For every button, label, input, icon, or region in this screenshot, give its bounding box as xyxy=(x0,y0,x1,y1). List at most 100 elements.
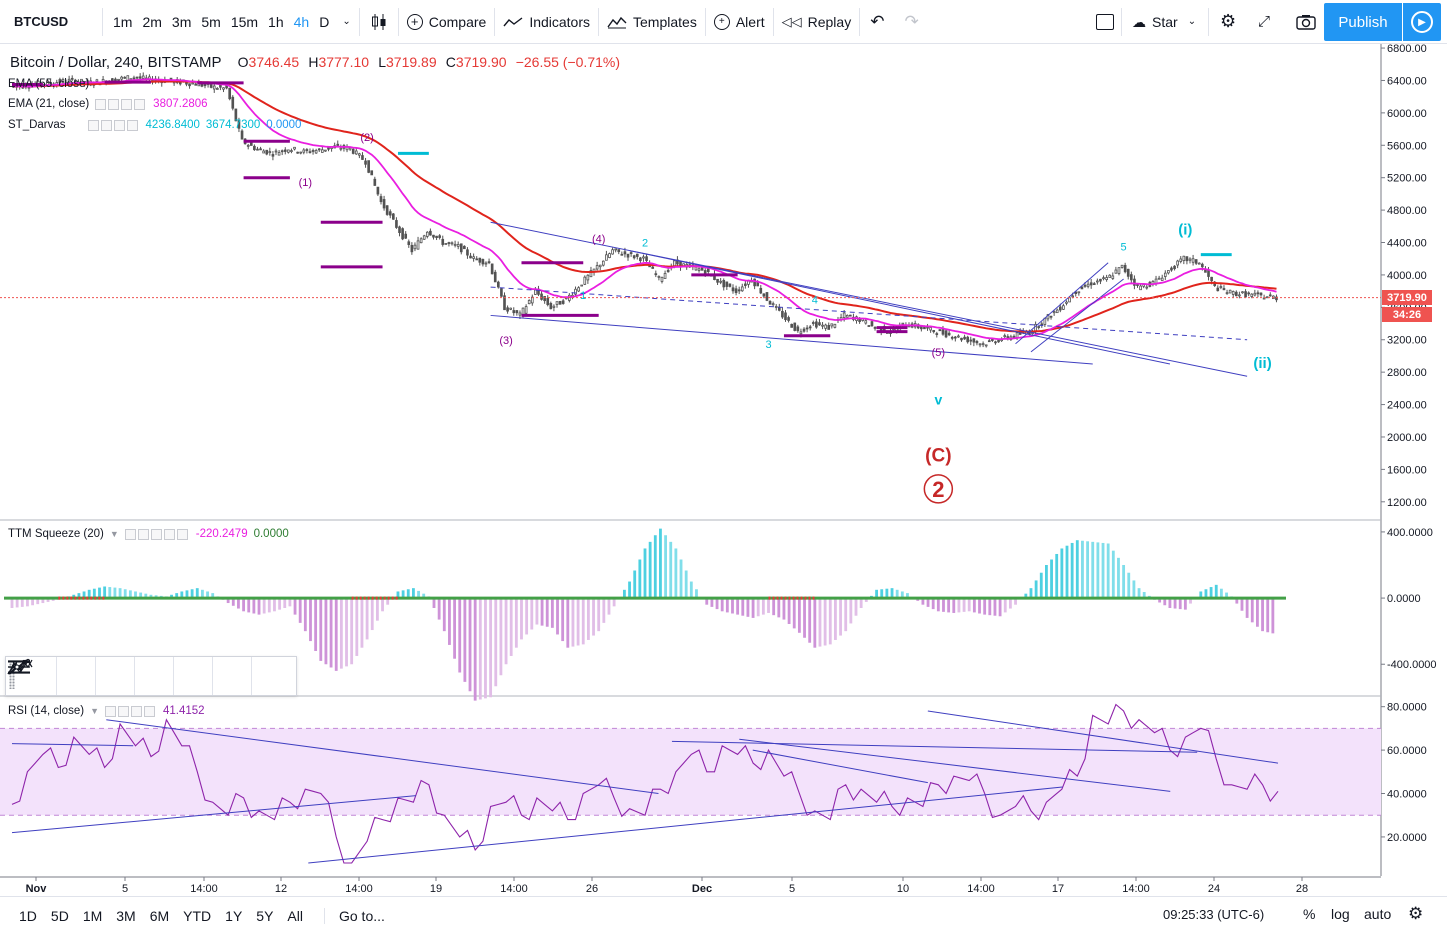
tool-path[interactable] xyxy=(8,657,252,695)
eye-icon[interactable] xyxy=(124,528,136,540)
range-5y[interactable]: 5Y xyxy=(256,907,274,924)
close-icon[interactable] xyxy=(126,119,138,131)
tool-elliott-impulse[interactable] xyxy=(7,657,96,695)
chart-area[interactable]: 6800.00 6400.00 6000.00 5600.00 5200.00 4800.… xyxy=(0,44,1447,896)
compare-button[interactable]: + Compare xyxy=(399,0,495,44)
ema55-legend[interactable]: EMA (55, close) xyxy=(8,78,95,90)
candle-body xyxy=(1117,267,1121,274)
undo-button[interactable]: ↶ xyxy=(860,0,894,44)
range-5d[interactable]: 5D xyxy=(50,907,69,924)
close-value: C3719.90 xyxy=(445,54,507,70)
interval-5m[interactable]: 5m xyxy=(201,13,221,30)
top-toolbar: BTCUSD 1m 2m 3m 5m 15m 1h 4h D ⌄ + Compare Indi… xyxy=(0,0,1447,44)
tool-fib[interactable] xyxy=(8,657,213,695)
settings-button[interactable]: ⚙ xyxy=(1212,0,1244,44)
candle-body xyxy=(435,235,438,238)
redo-button[interactable]: ↷ xyxy=(894,0,928,44)
range-all[interactable]: All xyxy=(287,907,303,924)
darvas-name: ST_Darvas xyxy=(8,119,66,131)
drawing-toolbar xyxy=(5,656,297,696)
candle-body xyxy=(302,149,306,153)
percent-toggle[interactable]: % xyxy=(1303,906,1316,922)
tool-horizontal-ray[interactable] xyxy=(8,657,291,695)
close-icon[interactable] xyxy=(134,98,146,110)
symbol-search[interactable]: BTCUSD xyxy=(14,14,69,29)
candle-body xyxy=(1163,272,1167,277)
interval-4h[interactable]: 4h xyxy=(293,13,310,30)
wave-circle xyxy=(923,474,954,504)
log-toggle[interactable]: log xyxy=(1331,906,1350,922)
darvas-legend[interactable]: ST_Darvas 4236.8400 3674.7300 0.0000 xyxy=(8,119,301,131)
candle-body xyxy=(1268,294,1272,297)
interval-3m[interactable]: 3m xyxy=(171,13,192,30)
more-icon[interactable] xyxy=(121,98,133,110)
chart-canvas[interactable]: 6800.00 6400.00 6000.00 5600.00 5200.00 4800.… xyxy=(0,44,1447,896)
fullscreen-button[interactable]: ⤢ xyxy=(1250,0,1278,44)
gear-icon[interactable] xyxy=(137,528,149,540)
ema21-value: 3807.2806 xyxy=(153,98,208,110)
rsi-legend[interactable]: RSI (14, close) ▼ 41.4152 xyxy=(8,705,205,717)
darvas-value-3: 0.0000 xyxy=(266,119,302,131)
close-icon[interactable] xyxy=(176,528,188,540)
wave-label: 1 xyxy=(580,290,586,302)
candle-body xyxy=(308,151,312,154)
tool-trendline[interactable] xyxy=(8,657,174,695)
eye-icon[interactable] xyxy=(95,98,107,110)
candle-body xyxy=(456,244,460,247)
range-6m[interactable]: 6M xyxy=(149,907,170,924)
alert-button[interactable]: + Alert xyxy=(706,0,773,44)
range-1d[interactable]: 1D xyxy=(19,907,37,924)
candle-body xyxy=(1055,309,1059,314)
gear-icon[interactable] xyxy=(108,98,120,110)
more-icon[interactable] xyxy=(130,705,142,717)
interval-2m[interactable]: 2m xyxy=(142,13,162,30)
candle-body xyxy=(1188,258,1192,261)
candle-body xyxy=(867,325,871,327)
interval-D[interactable]: D xyxy=(319,13,330,30)
star-button[interactable]: ☁ Star ⌄ xyxy=(1124,0,1204,44)
candle-body xyxy=(475,258,479,261)
ema21-legend[interactable]: EMA (21, close) 3807.2806 xyxy=(8,98,208,110)
candle-body xyxy=(1111,275,1115,279)
candle-body xyxy=(901,322,905,325)
tool-elliott-correction[interactable] xyxy=(7,657,135,695)
more-icon[interactable] xyxy=(113,119,125,131)
more-icon[interactable] xyxy=(163,528,175,540)
price-tick-label: 4400.00 xyxy=(1387,238,1427,250)
chart-type-button[interactable] xyxy=(360,0,398,44)
ttm-legend[interactable]: TTM Squeeze (20) ▼ -220.2479 0.0000 xyxy=(8,528,289,540)
close-icon[interactable] xyxy=(143,705,155,717)
interval-dropdown[interactable]: ⌄ xyxy=(334,0,358,44)
interval-15m[interactable]: 15m xyxy=(230,13,259,30)
candle-body xyxy=(410,245,414,253)
range-1y[interactable]: 1Y xyxy=(225,907,243,924)
snapshot-button[interactable] xyxy=(1288,0,1324,44)
range-1m[interactable]: 1M xyxy=(82,907,103,924)
gear-icon[interactable] xyxy=(100,119,112,131)
candle-body xyxy=(583,276,587,285)
eye-icon[interactable] xyxy=(104,705,116,717)
gear-icon[interactable] xyxy=(117,705,129,717)
fullscreen-layout-button[interactable] xyxy=(1088,0,1122,44)
candle-body xyxy=(1040,323,1044,326)
goto-button[interactable]: Go to... xyxy=(323,907,399,924)
publish-options-button[interactable]: ▶ xyxy=(1403,3,1441,41)
publish-button[interactable]: Publish xyxy=(1324,3,1402,41)
interval-1m[interactable]: 1m xyxy=(113,13,133,30)
indicators-button[interactable]: Indicators xyxy=(495,0,598,44)
wave-label: v xyxy=(934,392,942,408)
templates-button[interactable]: Templates xyxy=(599,0,705,44)
drag-handle[interactable] xyxy=(9,663,15,689)
eye-icon[interactable] xyxy=(87,119,99,131)
rsi-trendline xyxy=(106,719,659,795)
source-icon[interactable] xyxy=(150,528,162,540)
settings-button[interactable]: ⚙ xyxy=(1408,904,1423,924)
range-3m[interactable]: 3M xyxy=(116,907,136,924)
range-ytd[interactable]: YTD xyxy=(183,907,212,924)
candle-body xyxy=(453,243,457,246)
templates-label: Templates xyxy=(633,13,697,30)
candle-body xyxy=(1120,264,1124,268)
replay-button[interactable]: ◁◁ Replay xyxy=(774,0,860,44)
interval-1h[interactable]: 1h xyxy=(268,13,284,30)
auto-toggle[interactable]: auto xyxy=(1364,906,1392,922)
